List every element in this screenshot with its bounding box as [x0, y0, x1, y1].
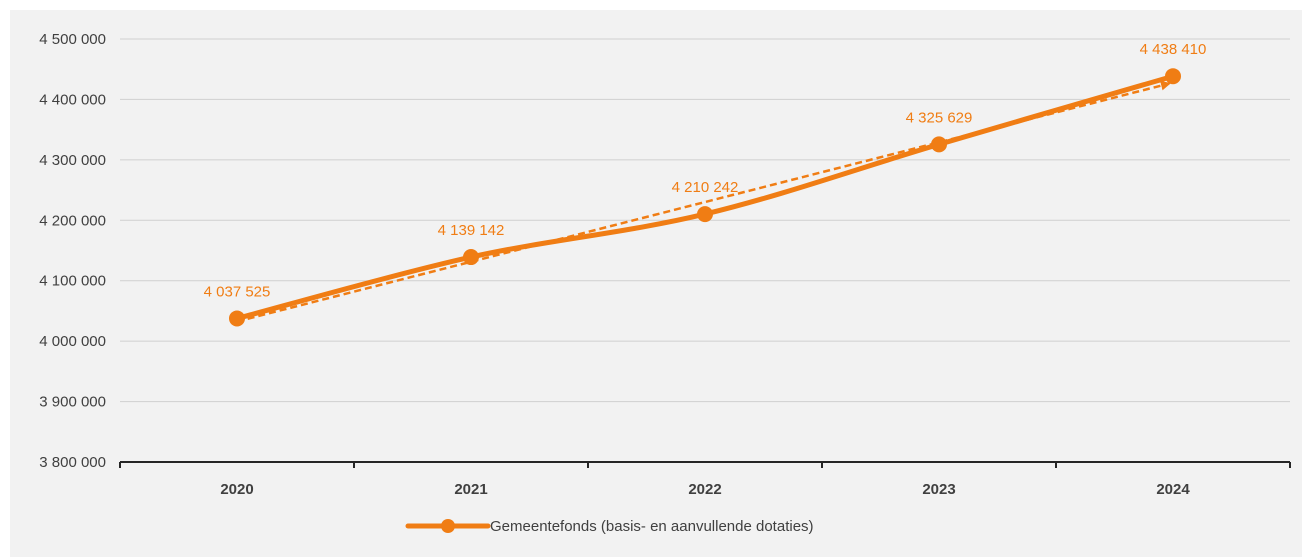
- data-label: 4 139 142: [438, 222, 505, 239]
- y-tick-label: 4 500 000: [39, 31, 106, 48]
- y-tick-label: 4 000 000: [39, 333, 106, 350]
- x-tick-label: 2023: [922, 481, 955, 498]
- y-tick-label: 4 300 000: [39, 152, 106, 169]
- x-tick-label: 2021: [454, 481, 487, 498]
- data-label: 4 438 410: [1140, 41, 1207, 58]
- y-tick-label: 3 900 000: [39, 394, 106, 411]
- x-tick-label: 2024: [1156, 481, 1190, 498]
- y-tick-label: 4 100 000: [39, 273, 106, 290]
- y-tick-label: 4 400 000: [39, 91, 106, 108]
- data-label: 4 210 242: [672, 179, 739, 196]
- y-tick-label: 3 800 000: [39, 454, 106, 471]
- x-tick-label: 2022: [688, 481, 721, 498]
- line-chart: 3 800 000 3 900 000 4 000 000 4 100 000 4 20…: [39, 31, 1291, 535]
- trend-line: [236, 80, 1171, 323]
- legend-label: Gemeentefonds (basis- en aanvullende dot…: [490, 518, 814, 535]
- x-tick-label: 2020: [220, 481, 253, 498]
- y-tick-label: 4 200 000: [39, 212, 106, 229]
- series-line: [234, 73, 1176, 321]
- data-label: 4 325 629: [906, 109, 973, 126]
- data-point: [931, 136, 947, 153]
- data-point: [229, 310, 245, 327]
- data-label: 4 037 525: [204, 283, 271, 300]
- data-point: [697, 206, 713, 223]
- data-point: [1165, 68, 1181, 85]
- chart-frame: 3 800 000 3 900 000 4 000 000 4 100 000 4 20…: [10, 10, 1302, 557]
- data-point: [463, 249, 479, 266]
- legend-marker-icon: [441, 519, 455, 533]
